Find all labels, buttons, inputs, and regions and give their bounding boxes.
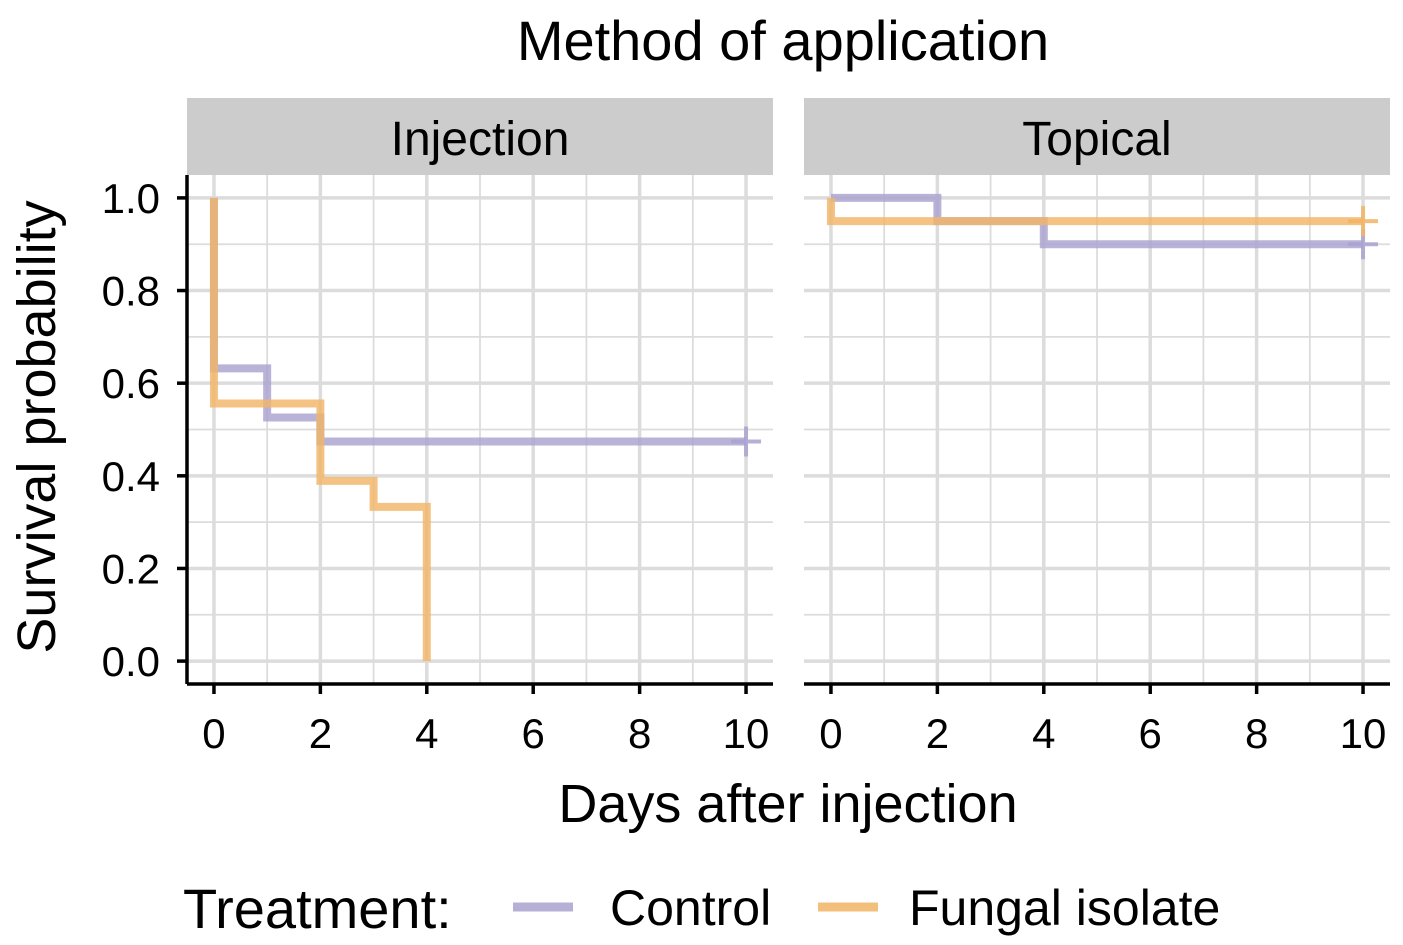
x-tick-label: 0 <box>819 710 842 757</box>
panel-injection: Injection 0 2 4 6 8 10 <box>177 98 773 757</box>
x-tick-label: 4 <box>1032 710 1055 757</box>
legend-title: Treatment: <box>183 877 452 940</box>
y-tick-label: 0.8 <box>102 268 160 315</box>
legend: Treatment: Control Fungal isolate <box>183 877 1220 940</box>
series-line-fungal-isolate <box>826 197 1364 226</box>
x-tick-label: 4 <box>415 710 438 757</box>
strip-label-topical: Topical <box>1022 113 1171 166</box>
legend-label-control: Control <box>610 880 771 936</box>
strip-label-injection: Injection <box>391 113 570 166</box>
x-tick-label: 10 <box>1340 710 1387 757</box>
series-topical <box>826 193 1379 260</box>
series-line-fungal-isolate <box>209 197 431 662</box>
x-tick-label: 8 <box>628 710 651 757</box>
y-tick-label: 1.0 <box>102 175 160 222</box>
strip-injection <box>187 98 773 175</box>
panel-topical: Topical 0 2 4 6 8 10 <box>804 98 1390 757</box>
grid-topical <box>804 175 1390 684</box>
censor-mark-fungal-isolate <box>1348 206 1379 237</box>
y-tick-label: 0.4 <box>102 453 160 500</box>
grid-injection <box>187 175 773 684</box>
axes-injection: 0 2 4 6 8 10 <box>177 175 773 757</box>
x-axis-title: Days after injection <box>558 774 1017 834</box>
x-tick-label: 2 <box>309 710 332 757</box>
x-tick-label: 8 <box>1245 710 1268 757</box>
x-tick-label: 6 <box>522 710 545 757</box>
censor-mark-control <box>731 426 762 457</box>
strip-topical <box>804 98 1390 175</box>
series-injection <box>209 197 762 662</box>
y-tick-label: 0.6 <box>102 360 160 407</box>
x-tick-label: 10 <box>723 710 770 757</box>
legend-label-fungal-isolate: Fungal isolate <box>909 880 1220 936</box>
axes-topical: 0 2 4 6 8 10 <box>804 682 1390 757</box>
x-tick-label: 2 <box>926 710 949 757</box>
y-axis-title: Survival probability <box>7 200 67 653</box>
y-tick-label: 0.2 <box>102 545 160 592</box>
x-tick-label: 6 <box>1139 710 1162 757</box>
y-axis-ticks: 0.0 0.2 0.4 0.6 0.8 1.0 <box>102 175 160 685</box>
chart-title: Method of application <box>517 9 1049 72</box>
x-tick-label: 0 <box>202 710 225 757</box>
y-tick-label: 0.0 <box>102 638 160 685</box>
